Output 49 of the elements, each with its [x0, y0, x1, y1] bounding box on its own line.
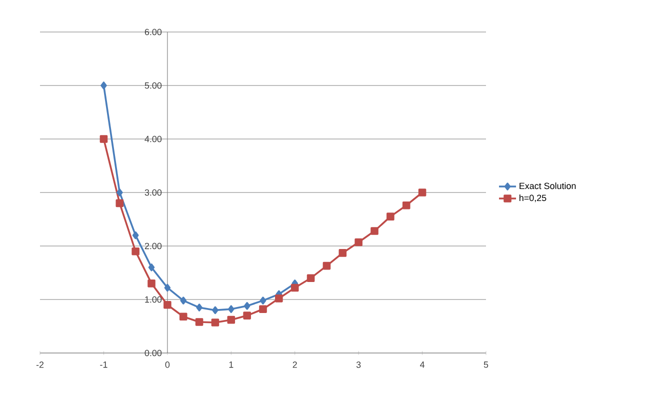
- point: [100, 135, 108, 143]
- point: [402, 201, 410, 210]
- x-tick-label: -2: [36, 362, 44, 368]
- point: [211, 318, 220, 326]
- point: [338, 249, 347, 257]
- point: [306, 274, 315, 282]
- point: [354, 238, 362, 246]
- y-tick-label: 4.00: [144, 136, 162, 142]
- point: [244, 302, 250, 310]
- point: [116, 188, 123, 196]
- x-tick-label: -1: [100, 362, 108, 368]
- point: [148, 264, 155, 272]
- y-tick-label: 1.00: [145, 296, 162, 303]
- x-tick-label: 2: [292, 362, 297, 368]
- point: [132, 231, 139, 240]
- x-tick-label: 0: [165, 362, 170, 368]
- point: [164, 284, 171, 292]
- point: [275, 294, 283, 302]
- y-tick-label: 6.00: [144, 28, 162, 36]
- point: [164, 300, 172, 309]
- point: [212, 306, 218, 314]
- legend-label: Exact Solution: [520, 182, 576, 190]
- point: [386, 212, 394, 220]
- y-tick-label: 5.00: [144, 82, 162, 89]
- point: [179, 312, 188, 321]
- x-tick-label: 1: [229, 362, 234, 368]
- x-tick-label: 4: [420, 362, 425, 368]
- point: [180, 296, 187, 304]
- point: [370, 227, 378, 235]
- point: [260, 296, 266, 304]
- point: [290, 284, 299, 292]
- x-tick-label: 5: [484, 362, 488, 368]
- point: [148, 280, 156, 288]
- x-tick-label: 3: [356, 362, 361, 368]
- y-tick-label: 2.00: [144, 242, 162, 250]
- point: [227, 316, 236, 324]
- point: [132, 247, 140, 256]
- point: [259, 305, 267, 314]
- point: [195, 318, 204, 326]
- point: [228, 305, 234, 314]
- legend-label: h=0,25: [520, 194, 546, 202]
- point: [243, 312, 251, 320]
- point: [196, 304, 202, 312]
- point: [418, 188, 426, 196]
- point: [100, 82, 107, 90]
- y-tick-label: 3.00: [144, 189, 162, 196]
- y-tick-label: 0.00: [144, 350, 162, 356]
- point: [322, 262, 331, 270]
- point: [116, 199, 124, 208]
